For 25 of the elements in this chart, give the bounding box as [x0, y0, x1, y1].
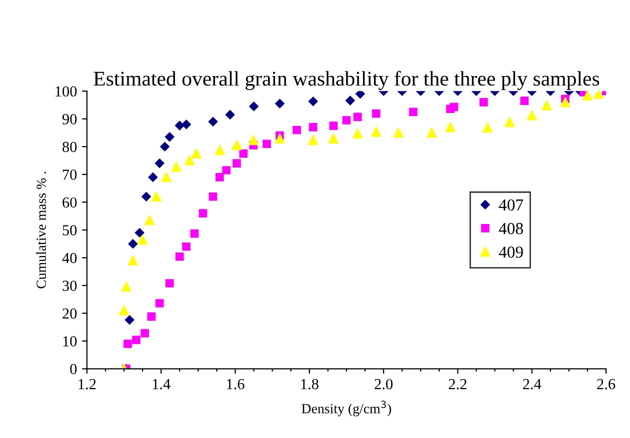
- x-tick-label: 2.2: [448, 379, 466, 390]
- y-tick-label: 0: [70, 364, 77, 374]
- y-tick-label: 20: [62, 308, 77, 319]
- x-tick-label: 1.8: [301, 378, 318, 390]
- legend-label: 408: [498, 222, 523, 234]
- y-tick-label: 70: [62, 170, 77, 180]
- x-tick-label: 1.2: [78, 379, 96, 390]
- x-tick-label: 1.6: [227, 379, 244, 390]
- y-tick-label: 90: [62, 114, 77, 124]
- x-tick-label: 1.4: [152, 379, 170, 390]
- y-tick-label: 100: [56, 86, 77, 97]
- y-tick-label: 40: [62, 252, 77, 264]
- y-tick-label: 80: [62, 142, 77, 152]
- y-tick-label: 30: [62, 280, 77, 291]
- y-tick-label: 50: [62, 225, 77, 236]
- legend-label: 409: [498, 246, 523, 258]
- y-tick-label: 10: [63, 336, 77, 346]
- legend-label: 407: [498, 199, 524, 211]
- x-tick-label: 2.4: [523, 379, 542, 390]
- y-axis-title: Cumulative mass % .: [36, 172, 46, 288]
- x-tick-label: 2.6: [597, 379, 616, 390]
- chart-title: Estimated overall grain washability for the three ply samples: [94, 70, 600, 90]
- x-axis-title: Density (g/cm$^{3}$): [302, 400, 392, 416]
- x-tick-label: 2.0: [374, 378, 393, 390]
- y-tick-label: 60: [62, 197, 77, 208]
